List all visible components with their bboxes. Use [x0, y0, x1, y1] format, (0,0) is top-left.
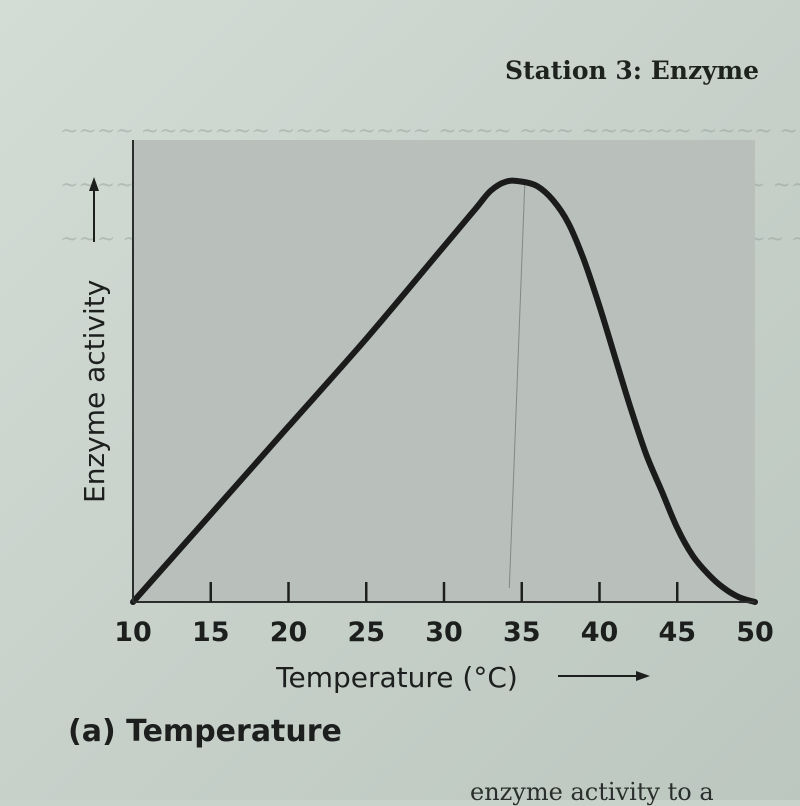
pencil-mark [508, 181, 526, 589]
x-tick-label: 50 [736, 617, 774, 648]
x-axis-title: Temperature (°C) [275, 661, 518, 694]
enzyme-activity-curve [130, 177, 758, 605]
y-axis-title: Enzyme activity [78, 280, 111, 503]
x-axis-arrowhead [636, 671, 650, 681]
x-tick-label: 35 [503, 617, 541, 648]
x-axis-title-group: Temperature (°C) [275, 661, 650, 694]
x-tick-label: 40 [581, 617, 619, 648]
body-text-fragment: enzyme activity to a [470, 778, 714, 806]
x-tick-label: 25 [347, 617, 385, 648]
plot-area [133, 140, 755, 602]
x-tick-label: 10 [114, 617, 152, 648]
x-ticks [209, 582, 679, 602]
x-tick-label: 15 [192, 617, 230, 648]
y-axis-arrowhead [89, 177, 99, 191]
x-tick-label: 45 [658, 617, 696, 648]
plot-layer [130, 177, 758, 605]
figure-caption: (a) Temperature [68, 714, 342, 749]
x-tick-label: 30 [425, 617, 463, 648]
x-tick-label: 20 [270, 617, 308, 648]
station-title: Station 3: Enzyme [505, 56, 760, 85]
y-axis-title-group: Enzyme activity [78, 177, 111, 503]
x-tick-labels: 10 15 20 25 30 35 40 45 50 [114, 617, 774, 648]
